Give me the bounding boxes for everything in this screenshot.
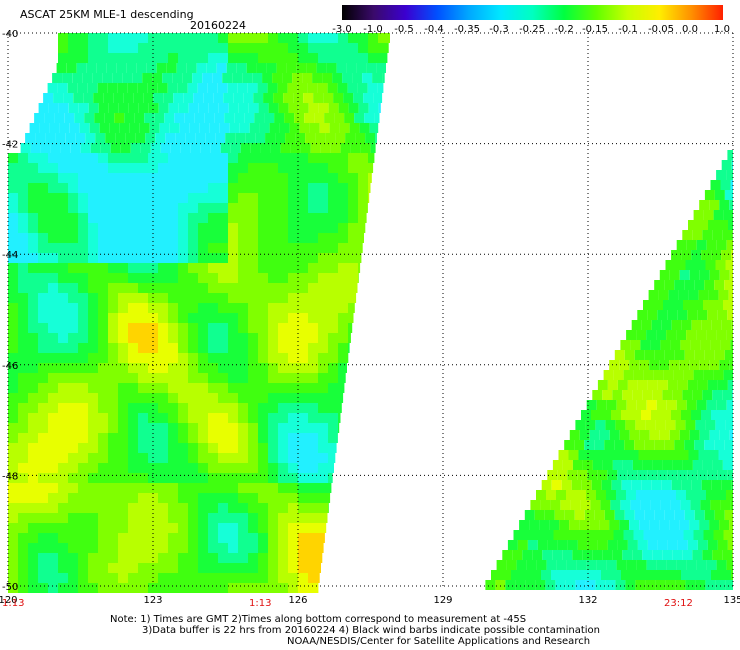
lon-tick-label: 123	[143, 595, 162, 606]
lat-tick-label: -44	[2, 250, 18, 261]
colorbar-gradient	[342, 5, 723, 20]
colorbar-tick-label: -3.0	[332, 24, 352, 35]
lon-tick-label: 135	[723, 595, 740, 606]
note-line-3: NOAA/NESDIS/Center for Satellite Applica…	[287, 636, 591, 647]
time-label-mid: 1:13	[249, 598, 272, 609]
lon-tick-label: 126	[288, 595, 307, 606]
lat-tick-label: -42	[2, 140, 18, 151]
colorbar-labels: -3.0 -1.0 -0.5 -0.4 -0.35 -0.3 -0.25 -0.2 -0.15-…	[330, 24, 735, 36]
note-line-1: Note: 1) Times are GMT 2)Times along bot…	[110, 614, 527, 625]
colorbar-tick-label: -0.35	[454, 24, 480, 35]
colorbar-tick-label: -0.4	[424, 24, 444, 35]
graticule	[7, 32, 734, 587]
colorbar-tick-label: -0.2	[554, 24, 574, 35]
map-title: ASCAT 25KM MLE-1 descending	[20, 8, 194, 21]
lat-tick-label: -46	[2, 361, 18, 372]
lon-tick-label: 120	[0, 595, 18, 606]
time-label-right: 23:12	[664, 598, 693, 609]
lon-tick-label: 129	[433, 595, 452, 606]
colorbar-tick-label: -0.25	[519, 24, 545, 35]
footnotes: Note: 1) Times are GMT 2)Times along bot…	[110, 614, 600, 647]
colorbar-tick-label: 1.0	[714, 24, 730, 35]
colorbar-tick-label: -0.3	[489, 24, 509, 35]
time-label-left: 1:13	[2, 598, 25, 609]
lon-tick-label: 132	[578, 595, 597, 606]
colorbar-tick-label: -0.15	[582, 24, 608, 35]
lat-tick-label: -48	[2, 471, 18, 482]
lat-tick-label: -50	[2, 582, 18, 593]
note-line-2: 3)Data buffer is 22 hrs from 20160224 4)…	[142, 625, 600, 636]
swath-pixels	[8, 33, 733, 593]
map-plot: -40 -42 -44 -46 -48 -50 120 123 126 129 132 135	[0, 29, 740, 606]
map-date: 20160224	[190, 19, 246, 32]
colorbar-tick-label: -0.5	[394, 24, 414, 35]
colorbar-tick-label: -0.1	[618, 24, 638, 35]
colorbar-tick-label: -1.0	[363, 24, 383, 35]
lat-tick-label: -40	[2, 29, 18, 40]
colorbar	[342, 5, 723, 20]
colorbar-tick-label: 0.0	[682, 24, 698, 35]
colorbar-tick-label: -0.05	[648, 24, 674, 35]
